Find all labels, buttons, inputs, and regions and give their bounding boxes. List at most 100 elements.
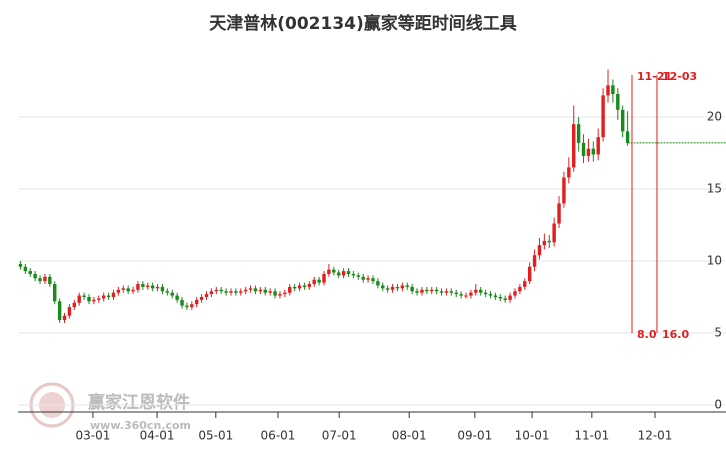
candle-body bbox=[199, 297, 204, 300]
candle-body bbox=[116, 289, 121, 293]
candle-body bbox=[67, 307, 72, 316]
candle-body bbox=[23, 266, 28, 272]
candle-body bbox=[312, 279, 316, 285]
candle-body bbox=[209, 291, 214, 295]
candle-body bbox=[405, 285, 409, 287]
x-tick-label: 05-01 bbox=[198, 429, 233, 443]
candle-body bbox=[278, 294, 282, 296]
candle-body bbox=[258, 289, 263, 292]
candle-body bbox=[532, 255, 537, 267]
candle-body bbox=[616, 93, 620, 110]
candle-body bbox=[478, 289, 483, 293]
candle-body bbox=[170, 292, 174, 296]
candle-body bbox=[341, 271, 346, 276]
candle-body bbox=[243, 289, 248, 292]
candle-body bbox=[297, 285, 302, 289]
candle-body bbox=[390, 286, 395, 290]
candle-body bbox=[552, 223, 556, 243]
candle-body bbox=[283, 292, 287, 295]
candle-body bbox=[591, 148, 596, 155]
candle-body bbox=[346, 271, 351, 274]
candle-body bbox=[508, 295, 512, 300]
candle-body bbox=[336, 272, 341, 276]
y-tick-label: 10 bbox=[707, 254, 722, 268]
time-line-label: 8.0 bbox=[637, 328, 657, 341]
candle-body bbox=[185, 305, 189, 308]
y-tick-label: 0 bbox=[714, 398, 722, 412]
candle-body bbox=[82, 295, 86, 297]
candle-body bbox=[248, 288, 253, 290]
chart-title: 天津普林(002134)赢家等距时间线工具 bbox=[209, 13, 517, 34]
candle-body bbox=[493, 295, 498, 297]
candle-body bbox=[356, 275, 361, 277]
candle-body bbox=[488, 294, 493, 296]
candle-body bbox=[537, 245, 542, 256]
candle-body bbox=[523, 281, 527, 287]
candle-body bbox=[136, 284, 140, 290]
candle-body bbox=[581, 142, 586, 156]
candle-body bbox=[376, 281, 380, 286]
candle-body bbox=[557, 203, 561, 224]
candle-body bbox=[351, 273, 356, 276]
watermark-name: 赢家江恩软件 bbox=[88, 392, 190, 413]
candle-body bbox=[430, 289, 434, 292]
candle-body bbox=[425, 289, 429, 292]
candle-body bbox=[469, 292, 473, 296]
x-tick-label: 11-01 bbox=[574, 429, 609, 443]
y-tick-label: 20 bbox=[707, 110, 722, 124]
candle-body bbox=[498, 297, 502, 299]
candle-body bbox=[307, 284, 312, 287]
candle-body bbox=[576, 124, 581, 143]
candle-body bbox=[190, 304, 194, 308]
candle-body bbox=[155, 286, 160, 289]
candle-body bbox=[459, 294, 463, 296]
candle-body bbox=[43, 276, 47, 282]
candle-body bbox=[131, 289, 135, 292]
candle-body bbox=[87, 297, 91, 302]
candle-body bbox=[53, 284, 57, 302]
candle-body bbox=[273, 291, 277, 296]
candle-body bbox=[434, 289, 439, 292]
candle-body bbox=[219, 289, 223, 292]
candle-body bbox=[420, 289, 424, 293]
candle-body bbox=[48, 276, 52, 285]
candle-body bbox=[381, 285, 385, 289]
candle-body bbox=[361, 276, 365, 280]
time-line-date: 12-03 bbox=[662, 70, 697, 83]
candle-body bbox=[77, 295, 81, 303]
candle-body bbox=[38, 278, 42, 282]
candle-body bbox=[327, 269, 331, 274]
x-tick-label: 08-01 bbox=[392, 429, 427, 443]
candle-body bbox=[121, 288, 125, 290]
x-tick-label: 06-01 bbox=[261, 429, 296, 443]
candle-body bbox=[204, 294, 209, 297]
candle-body bbox=[606, 85, 610, 96]
candle-body bbox=[101, 295, 106, 299]
candle-body bbox=[57, 301, 62, 321]
candle-body bbox=[92, 299, 96, 302]
time-line-label: 16.0 bbox=[662, 328, 689, 341]
watermark-url: www.360cn.com bbox=[90, 419, 191, 432]
candle-body bbox=[449, 291, 454, 293]
candle-body bbox=[542, 240, 547, 246]
candle-body bbox=[596, 137, 600, 155]
candle-body bbox=[454, 292, 458, 295]
candle-body bbox=[527, 266, 532, 282]
candle-body bbox=[410, 286, 414, 292]
candle-body bbox=[62, 315, 67, 321]
candle-body bbox=[601, 95, 605, 138]
candle-body bbox=[126, 288, 130, 292]
candle-body bbox=[302, 285, 307, 287]
candle-body bbox=[503, 298, 507, 300]
candle-body bbox=[292, 286, 297, 289]
candle-body bbox=[214, 289, 219, 292]
candle-body bbox=[18, 263, 23, 267]
candle-body bbox=[146, 285, 150, 287]
y-tick-label: 15 bbox=[707, 182, 722, 196]
candle-body bbox=[464, 295, 468, 297]
candle-body bbox=[444, 291, 449, 293]
candle-body bbox=[366, 278, 370, 280]
candle-body bbox=[322, 273, 326, 283]
candle-body bbox=[263, 289, 267, 293]
